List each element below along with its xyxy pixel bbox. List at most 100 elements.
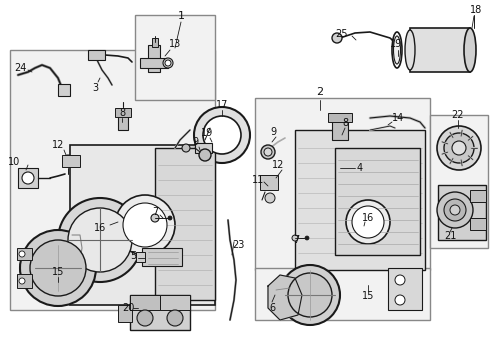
Circle shape — [444, 133, 474, 163]
Text: 5: 5 — [130, 251, 136, 261]
Text: 23: 23 — [232, 240, 244, 250]
Circle shape — [292, 235, 298, 241]
Circle shape — [452, 141, 466, 155]
Bar — [332, 118, 348, 140]
Text: 15: 15 — [362, 291, 374, 301]
Text: 2: 2 — [317, 87, 323, 97]
Circle shape — [199, 149, 211, 161]
Bar — [295, 130, 425, 270]
Bar — [62, 155, 80, 167]
Circle shape — [165, 60, 171, 66]
Text: 25: 25 — [336, 29, 348, 39]
Circle shape — [305, 236, 309, 240]
Text: 17: 17 — [216, 100, 228, 110]
Circle shape — [264, 148, 272, 156]
Bar — [195, 143, 212, 153]
Text: 19: 19 — [201, 128, 213, 138]
Circle shape — [19, 278, 25, 284]
Circle shape — [182, 144, 190, 152]
Circle shape — [261, 145, 275, 159]
Circle shape — [444, 199, 466, 221]
Circle shape — [346, 200, 390, 244]
Text: 15: 15 — [52, 267, 64, 277]
Circle shape — [115, 195, 175, 255]
Text: 11: 11 — [252, 175, 264, 185]
Bar — [470, 218, 486, 230]
Bar — [142, 248, 182, 266]
Circle shape — [395, 295, 405, 305]
Text: 24: 24 — [14, 63, 26, 73]
Bar — [160, 295, 190, 310]
Bar — [388, 268, 422, 310]
Circle shape — [151, 214, 159, 222]
Circle shape — [280, 265, 340, 325]
Bar — [58, 84, 70, 96]
Ellipse shape — [405, 30, 415, 70]
Text: 9: 9 — [270, 127, 276, 137]
Text: 20: 20 — [122, 303, 134, 313]
Circle shape — [288, 273, 332, 317]
Bar — [255, 98, 430, 270]
Circle shape — [332, 33, 342, 43]
Bar — [152, 38, 158, 47]
Circle shape — [437, 126, 481, 170]
Bar — [18, 168, 38, 188]
Circle shape — [19, 251, 25, 257]
Text: 7: 7 — [293, 235, 299, 245]
Circle shape — [265, 193, 275, 203]
Circle shape — [30, 240, 86, 296]
Bar — [155, 148, 215, 300]
Text: 3: 3 — [92, 83, 98, 93]
Polygon shape — [268, 275, 302, 320]
Text: 12: 12 — [52, 140, 64, 150]
Bar — [17, 274, 32, 288]
Ellipse shape — [393, 36, 400, 64]
Bar — [136, 252, 145, 262]
Circle shape — [58, 198, 142, 282]
Circle shape — [203, 116, 241, 154]
Bar — [438, 185, 486, 240]
Text: 13: 13 — [169, 39, 181, 49]
Text: 8: 8 — [342, 118, 348, 128]
Text: 21: 21 — [444, 231, 456, 241]
Text: 16: 16 — [362, 213, 374, 223]
Bar — [140, 58, 168, 68]
Circle shape — [63, 155, 73, 165]
Text: 14: 14 — [392, 113, 404, 123]
Bar — [10, 50, 215, 310]
Text: 9: 9 — [192, 137, 198, 147]
Circle shape — [437, 192, 473, 228]
Bar — [130, 295, 160, 310]
Circle shape — [68, 208, 132, 272]
Text: 1: 1 — [177, 11, 185, 21]
Circle shape — [395, 275, 405, 285]
Text: 7: 7 — [152, 207, 158, 217]
Circle shape — [137, 310, 153, 326]
Bar — [118, 305, 132, 322]
Ellipse shape — [464, 28, 476, 72]
Bar — [335, 148, 420, 255]
Text: 10: 10 — [8, 157, 20, 167]
Circle shape — [20, 230, 96, 306]
Ellipse shape — [392, 32, 402, 68]
Text: 6: 6 — [269, 303, 275, 313]
Bar — [115, 108, 131, 117]
Circle shape — [163, 58, 173, 68]
Bar — [430, 115, 488, 248]
Bar — [255, 268, 430, 320]
Circle shape — [123, 203, 167, 247]
Text: 22: 22 — [452, 110, 464, 120]
Circle shape — [352, 206, 384, 238]
Bar — [328, 113, 352, 122]
Text: 19: 19 — [390, 39, 402, 49]
Bar — [470, 190, 486, 202]
Text: 18: 18 — [470, 5, 482, 15]
Bar — [410, 28, 470, 72]
Bar — [88, 50, 105, 60]
Circle shape — [167, 310, 183, 326]
Text: 12: 12 — [272, 160, 284, 170]
Bar — [135, 15, 215, 100]
Circle shape — [450, 205, 460, 215]
Bar — [17, 248, 32, 260]
Bar — [260, 175, 278, 190]
